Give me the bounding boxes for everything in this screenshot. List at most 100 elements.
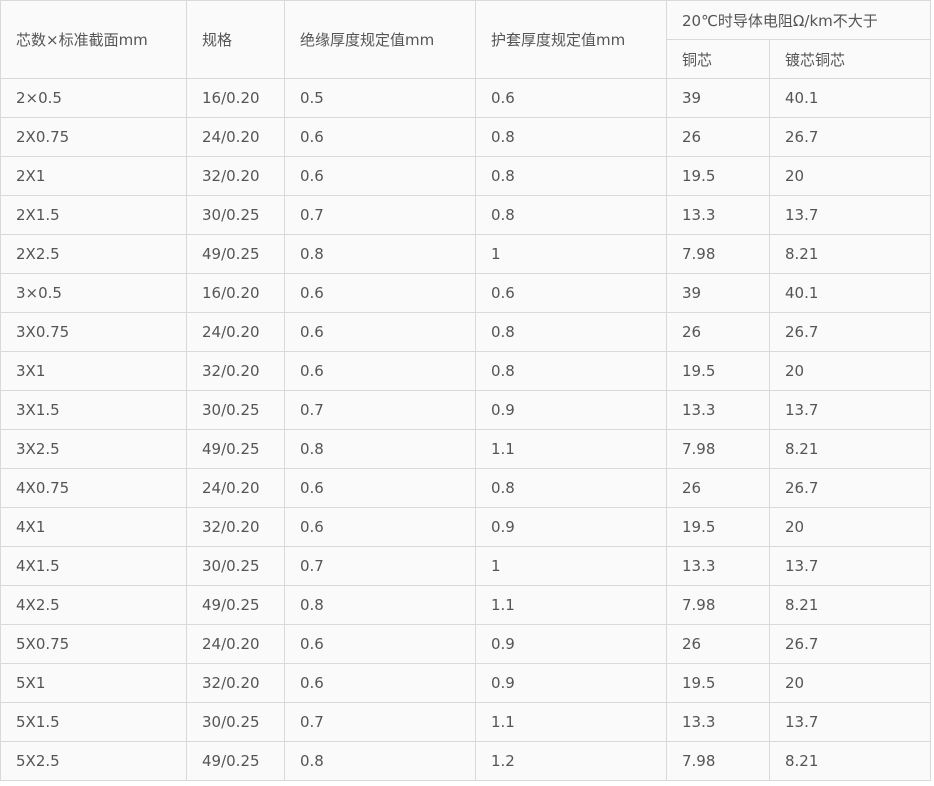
cell-tinned-copper-resistance: 13.7 (769, 195, 931, 235)
table-row: 2X2.5 49/0.25 0.8 1 7.98 8.21 (0, 234, 931, 274)
cell-sheath: 0.8 (475, 156, 667, 196)
cell-spec: 49/0.25 (186, 585, 285, 625)
cell-insulation: 0.7 (284, 546, 476, 586)
cell-sheath: 1.1 (475, 429, 667, 469)
cell-core-section: 2×0.5 (0, 78, 187, 118)
cell-sheath: 0.6 (475, 78, 667, 118)
cell-sheath: 0.9 (475, 507, 667, 547)
cell-core-section: 2X0.75 (0, 117, 187, 157)
cell-insulation: 0.6 (284, 117, 476, 157)
cell-spec: 49/0.25 (186, 234, 285, 274)
cell-tinned-copper-resistance: 13.7 (769, 702, 931, 742)
table-row: 5X2.5 49/0.25 0.8 1.2 7.98 8.21 (0, 741, 931, 781)
cell-copper-resistance: 19.5 (666, 507, 770, 547)
header-insulation: 绝缘厚度规定值mm (284, 0, 476, 79)
header-spec: 规格 (186, 0, 285, 79)
cell-insulation: 0.6 (284, 312, 476, 352)
cell-core-section: 2X1 (0, 156, 187, 196)
header-copper: 铜芯 (666, 39, 770, 79)
table-row: 2X1 32/0.20 0.6 0.8 19.5 20 (0, 156, 931, 196)
cell-tinned-copper-resistance: 20 (769, 507, 931, 547)
cell-tinned-copper-resistance: 40.1 (769, 78, 931, 118)
cell-spec: 32/0.20 (186, 663, 285, 703)
cell-sheath: 0.9 (475, 390, 667, 430)
cell-tinned-copper-resistance: 26.7 (769, 117, 931, 157)
cell-sheath: 0.8 (475, 195, 667, 235)
cell-sheath: 1.1 (475, 585, 667, 625)
cell-tinned-copper-resistance: 40.1 (769, 273, 931, 313)
cell-tinned-copper-resistance: 26.7 (769, 468, 931, 508)
cell-insulation: 0.6 (284, 156, 476, 196)
table-row: 3X1.5 30/0.25 0.7 0.9 13.3 13.7 (0, 390, 931, 430)
cell-spec: 16/0.20 (186, 78, 285, 118)
cell-core-section: 3X0.75 (0, 312, 187, 352)
table-row: 3X1 32/0.20 0.6 0.8 19.5 20 (0, 351, 931, 391)
cell-core-section: 3X1.5 (0, 390, 187, 430)
cell-insulation: 0.6 (284, 468, 476, 508)
cell-copper-resistance: 7.98 (666, 741, 770, 781)
cell-spec: 30/0.25 (186, 390, 285, 430)
cell-core-section: 5X2.5 (0, 741, 187, 781)
cell-tinned-copper-resistance: 13.7 (769, 546, 931, 586)
cell-insulation: 0.5 (284, 78, 476, 118)
table-row: 4X1 32/0.20 0.6 0.9 19.5 20 (0, 507, 931, 547)
cell-spec: 24/0.20 (186, 624, 285, 664)
cell-sheath: 1.2 (475, 741, 667, 781)
header-resistance-group: 20℃时导体电阻Ω/km不大于 (666, 0, 931, 40)
table-row: 5X1.5 30/0.25 0.7 1.1 13.3 13.7 (0, 702, 931, 742)
cell-sheath: 0.8 (475, 351, 667, 391)
cell-insulation: 0.6 (284, 351, 476, 391)
cell-sheath: 0.6 (475, 273, 667, 313)
cell-insulation: 0.6 (284, 273, 476, 313)
cell-copper-resistance: 26 (666, 468, 770, 508)
cell-insulation: 0.7 (284, 702, 476, 742)
table-row: 3×0.5 16/0.20 0.6 0.6 39 40.1 (0, 273, 931, 313)
cell-core-section: 5X0.75 (0, 624, 187, 664)
table-row: 2×0.5 16/0.20 0.5 0.6 39 40.1 (0, 78, 931, 118)
table-row: 5X1 32/0.20 0.6 0.9 19.5 20 (0, 663, 931, 703)
cell-copper-resistance: 39 (666, 273, 770, 313)
cell-spec: 30/0.25 (186, 702, 285, 742)
cell-copper-resistance: 19.5 (666, 351, 770, 391)
cell-copper-resistance: 26 (666, 624, 770, 664)
cell-tinned-copper-resistance: 13.7 (769, 390, 931, 430)
table-row: 4X2.5 49/0.25 0.8 1.1 7.98 8.21 (0, 585, 931, 625)
cell-copper-resistance: 26 (666, 117, 770, 157)
cell-core-section: 5X1.5 (0, 702, 187, 742)
cell-spec: 32/0.20 (186, 351, 285, 391)
cell-insulation: 0.6 (284, 507, 476, 547)
table-row: 5X0.75 24/0.20 0.6 0.9 26 26.7 (0, 624, 931, 664)
cell-core-section: 5X1 (0, 663, 187, 703)
cell-core-section: 2X2.5 (0, 234, 187, 274)
table-row: 2X1.5 30/0.25 0.7 0.8 13.3 13.7 (0, 195, 931, 235)
cell-copper-resistance: 7.98 (666, 429, 770, 469)
cell-spec: 24/0.20 (186, 312, 285, 352)
cell-insulation: 0.8 (284, 741, 476, 781)
table-row: 4X0.75 24/0.20 0.6 0.8 26 26.7 (0, 468, 931, 508)
cell-insulation: 0.6 (284, 663, 476, 703)
cell-copper-resistance: 7.98 (666, 585, 770, 625)
cell-core-section: 4X0.75 (0, 468, 187, 508)
cell-copper-resistance: 7.98 (666, 234, 770, 274)
cell-tinned-copper-resistance: 20 (769, 663, 931, 703)
cell-tinned-copper-resistance: 8.21 (769, 234, 931, 274)
table-row: 2X0.75 24/0.20 0.6 0.8 26 26.7 (0, 117, 931, 157)
cell-tinned-copper-resistance: 20 (769, 156, 931, 196)
cell-tinned-copper-resistance: 8.21 (769, 585, 931, 625)
cell-tinned-copper-resistance: 26.7 (769, 312, 931, 352)
cell-spec: 24/0.20 (186, 117, 285, 157)
header-sheath: 护套厚度规定值mm (475, 0, 667, 79)
cell-spec: 30/0.25 (186, 546, 285, 586)
cell-sheath: 0.9 (475, 624, 667, 664)
cell-core-section: 4X1.5 (0, 546, 187, 586)
cell-copper-resistance: 13.3 (666, 390, 770, 430)
cell-core-section: 4X2.5 (0, 585, 187, 625)
cell-copper-resistance: 19.5 (666, 156, 770, 196)
cell-tinned-copper-resistance: 26.7 (769, 624, 931, 664)
table-row: 3X0.75 24/0.20 0.6 0.8 26 26.7 (0, 312, 931, 352)
cell-copper-resistance: 19.5 (666, 663, 770, 703)
cell-spec: 24/0.20 (186, 468, 285, 508)
cell-sheath: 1.1 (475, 702, 667, 742)
cell-spec: 30/0.25 (186, 195, 285, 235)
